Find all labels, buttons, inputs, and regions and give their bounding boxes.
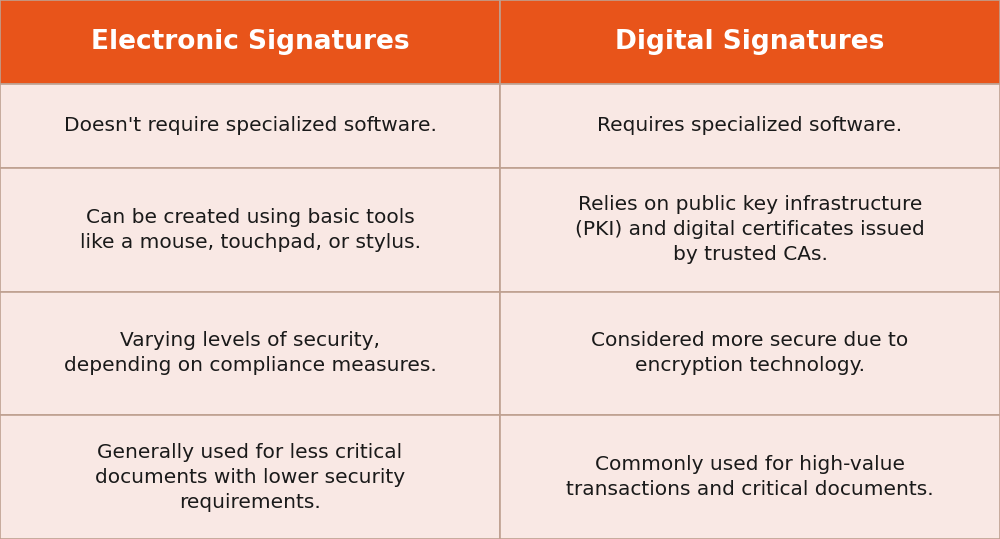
Bar: [500, 84, 1000, 168]
Bar: [0, 416, 500, 539]
Bar: [500, 292, 1000, 416]
Text: Commonly used for high-value
transactions and critical documents.: Commonly used for high-value transaction…: [566, 455, 934, 499]
Text: Doesn't require specialized software.: Doesn't require specialized software.: [64, 116, 436, 135]
Text: Can be created using basic tools
like a mouse, touchpad, or stylus.: Can be created using basic tools like a …: [80, 208, 420, 252]
Text: Requires specialized software.: Requires specialized software.: [597, 116, 903, 135]
Bar: [0, 168, 500, 292]
Text: Varying levels of security,
depending on compliance measures.: Varying levels of security, depending on…: [64, 331, 436, 376]
Bar: [500, 0, 1000, 84]
Bar: [500, 416, 1000, 539]
Text: Digital Signatures: Digital Signatures: [615, 29, 885, 55]
Bar: [500, 168, 1000, 292]
Text: Electronic Signatures: Electronic Signatures: [91, 29, 409, 55]
Bar: [0, 292, 500, 416]
Text: Generally used for less critical
documents with lower security
requirements.: Generally used for less critical documen…: [95, 443, 405, 512]
Text: Relies on public key infrastructure
(PKI) and digital certificates issued
by tru: Relies on public key infrastructure (PKI…: [575, 195, 925, 264]
Text: Considered more secure due to
encryption technology.: Considered more secure due to encryption…: [591, 331, 909, 376]
Bar: [0, 84, 500, 168]
Bar: [0, 0, 500, 84]
